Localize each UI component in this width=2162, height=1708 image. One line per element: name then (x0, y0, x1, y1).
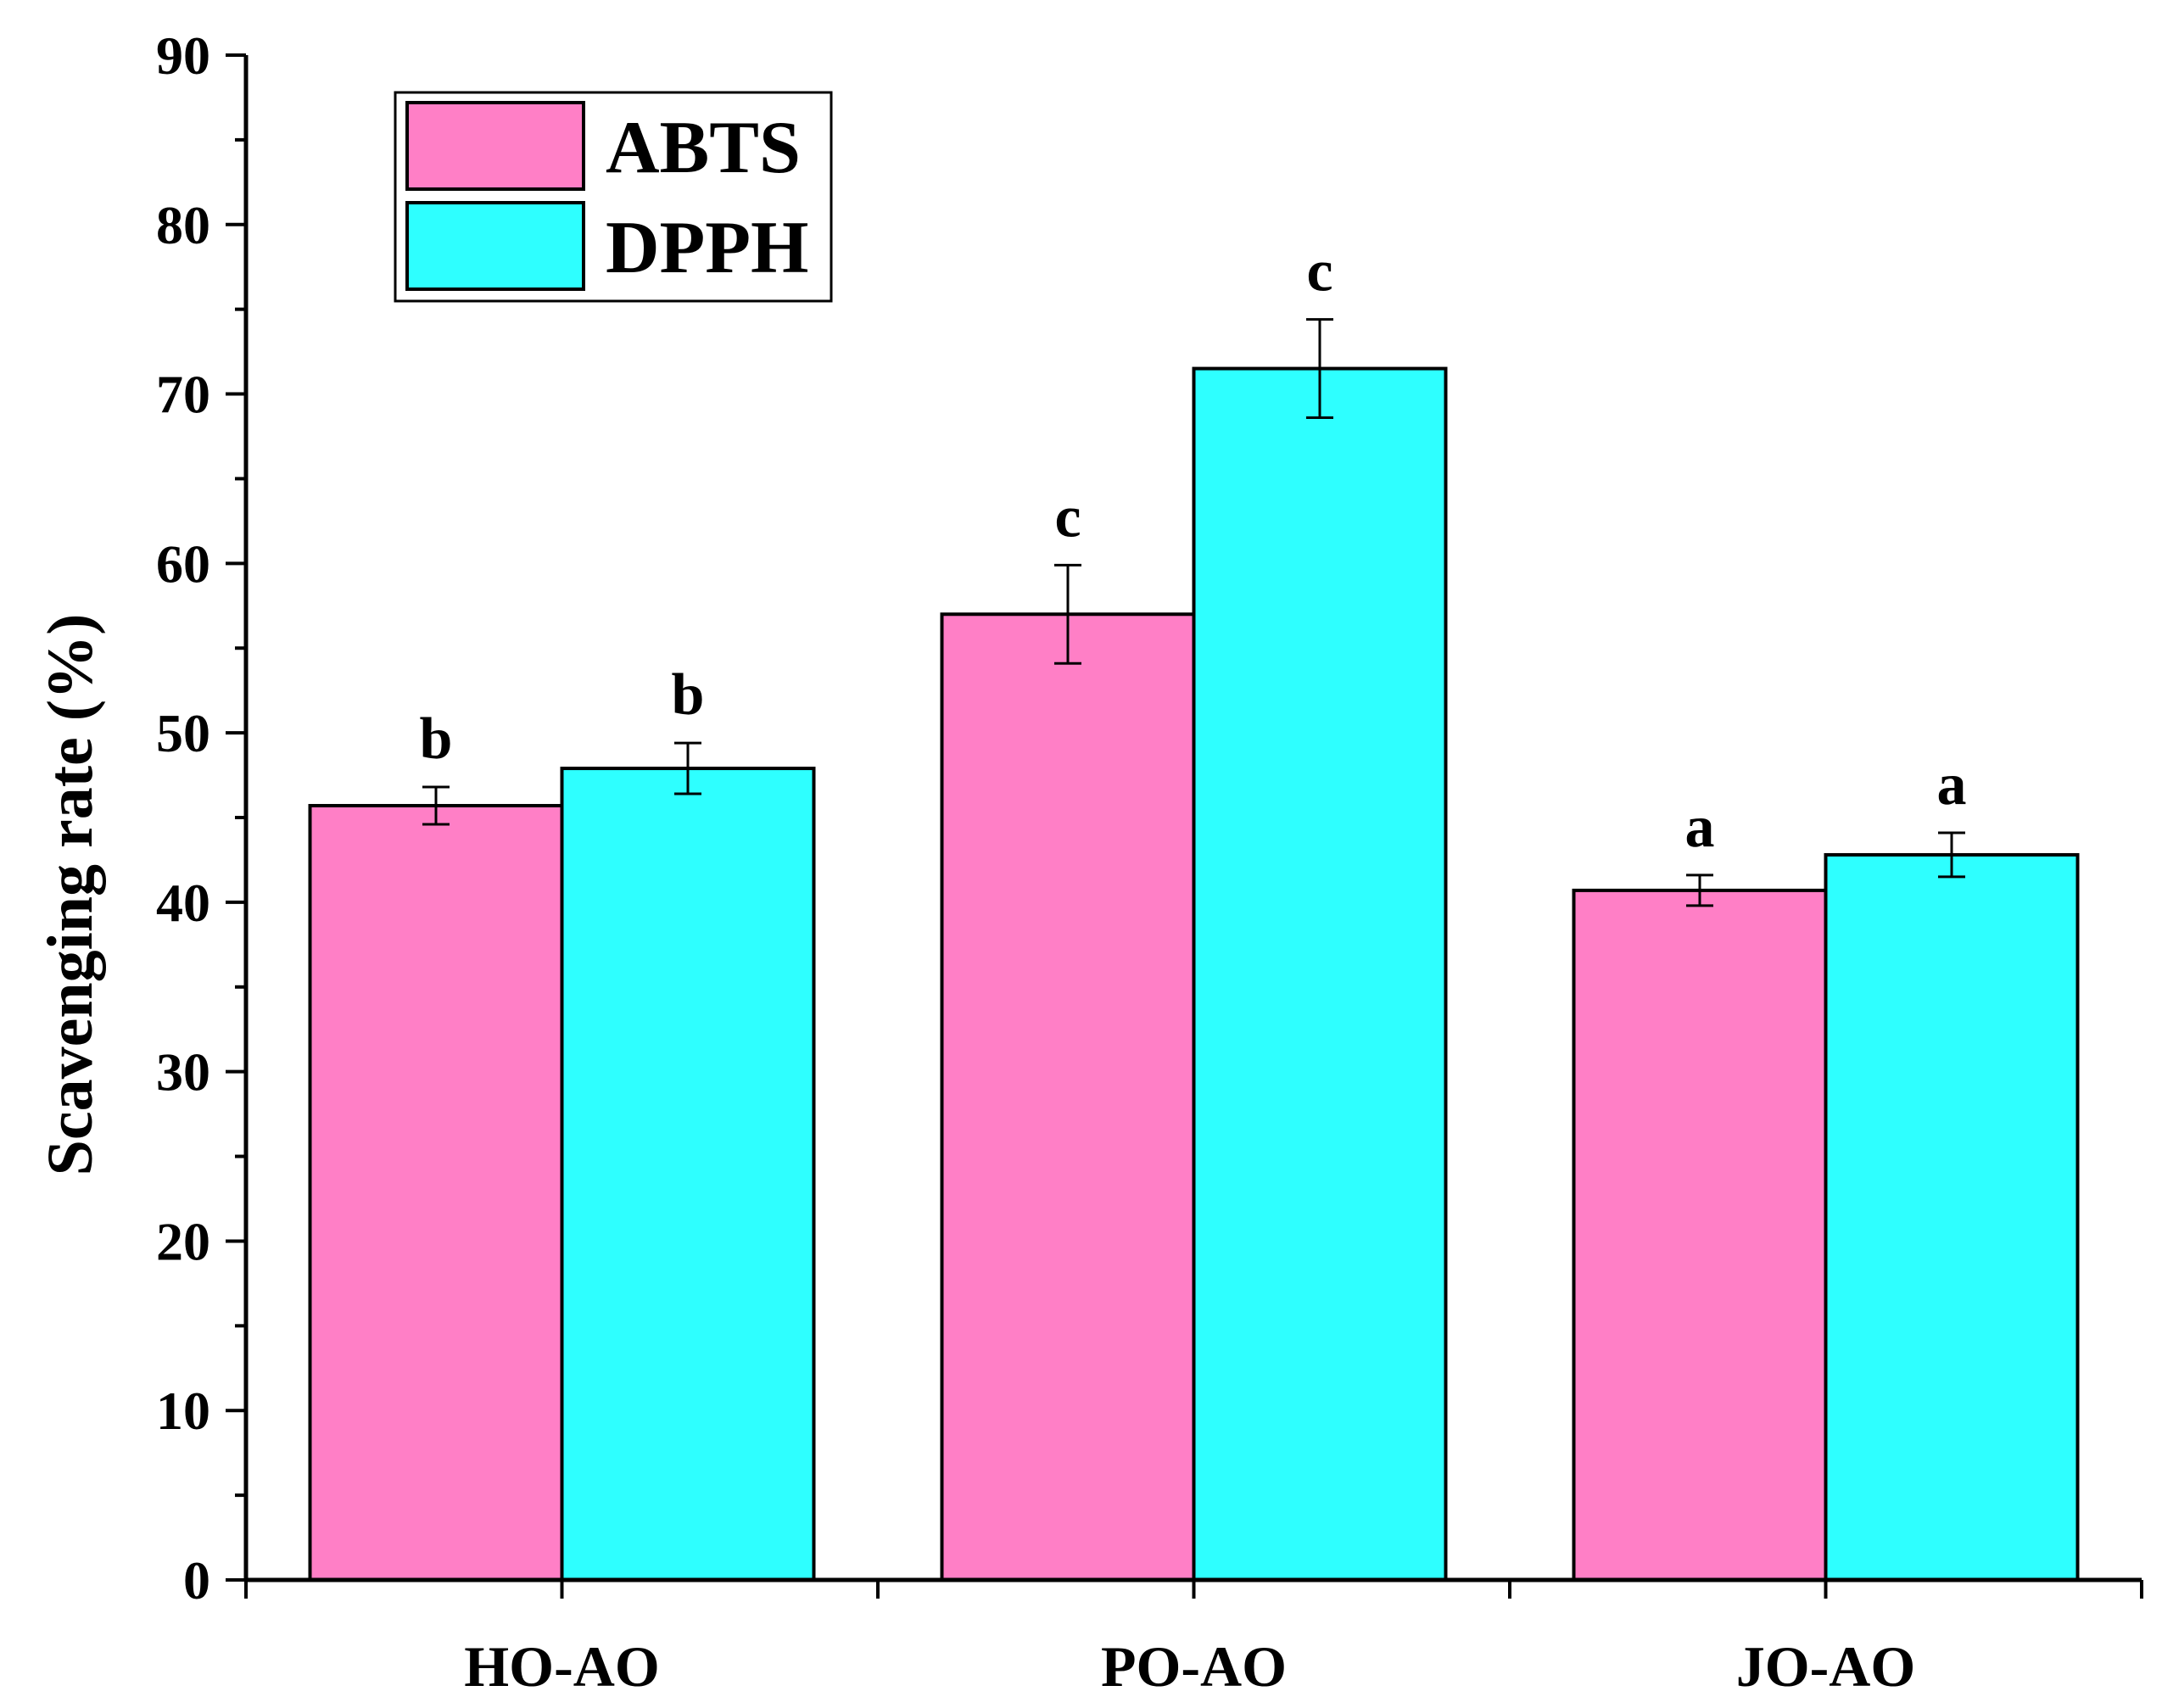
bar-dpph-po-ao (1192, 366, 1448, 1582)
significance-label: b (672, 662, 705, 728)
x-tick-label: PO-AO (1101, 1634, 1287, 1699)
bar-dpph-jo-ao (1824, 852, 2080, 1582)
legend-label-abts: ABTS (606, 107, 801, 189)
bar-dpph-ho-ao (560, 767, 816, 1582)
y-axis-title: Scavenging rate (%) (35, 614, 106, 1176)
legend-swatch-abts (405, 101, 585, 191)
bar-abts-ho-ao (308, 804, 564, 1582)
legend: ABTS DPPH (394, 91, 833, 303)
significance-label: c (1306, 239, 1332, 304)
error-bars-layer (422, 318, 1965, 907)
significance-label: a (1685, 795, 1715, 860)
significance-label: c (1054, 484, 1081, 550)
y-tick-label: 80 (156, 195, 210, 255)
y-tick-label: 60 (156, 533, 210, 594)
legend-swatch-dpph (405, 201, 585, 291)
y-tick-label: 90 (156, 25, 210, 86)
x-tick-label: HO-AO (464, 1634, 659, 1699)
y-tick-label: 10 (156, 1381, 210, 1441)
x-tick-label: JO-AO (1736, 1634, 1916, 1699)
y-tick-label: 20 (156, 1211, 210, 1271)
bar-abts-po-ao (940, 612, 1196, 1582)
bars-layer (308, 366, 2080, 1582)
significance-labels-layer: b b c c a a (420, 239, 1967, 860)
axes-layer: HO-AO PO-AO JO-AO 0 10 20 30 40 50 60 70 80 90 (156, 25, 2143, 1699)
significance-label: a (1937, 752, 1967, 818)
y-tick-label: 0 (183, 1550, 210, 1610)
legend-label-dpph: DPPH (606, 207, 809, 289)
y-tick-label: 30 (156, 1042, 210, 1102)
y-tick-label: 40 (156, 873, 210, 933)
significance-label: b (420, 706, 453, 772)
y-tick-label: 70 (156, 365, 210, 425)
y-tick-label: 50 (156, 703, 210, 763)
bar-abts-jo-ao (1572, 888, 1828, 1582)
